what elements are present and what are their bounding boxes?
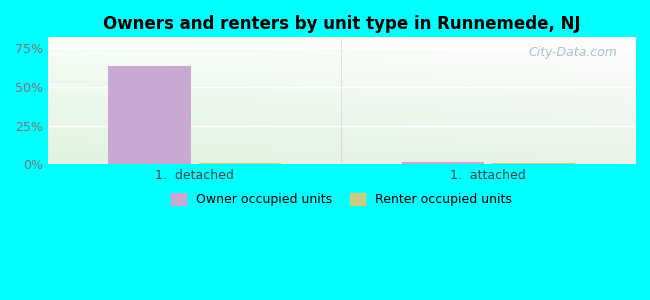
Title: Owners and renters by unit type in Runnemede, NJ: Owners and renters by unit type in Runne…	[103, 15, 580, 33]
Bar	[402, 162, 484, 164]
Legend: Owner occupied units, Renter occupied units: Owner occupied units, Renter occupied un…	[166, 188, 517, 211]
Bar	[492, 163, 575, 164]
Text: City-Data.com: City-Data.com	[528, 46, 618, 59]
Bar	[199, 163, 281, 164]
Bar	[109, 66, 190, 164]
